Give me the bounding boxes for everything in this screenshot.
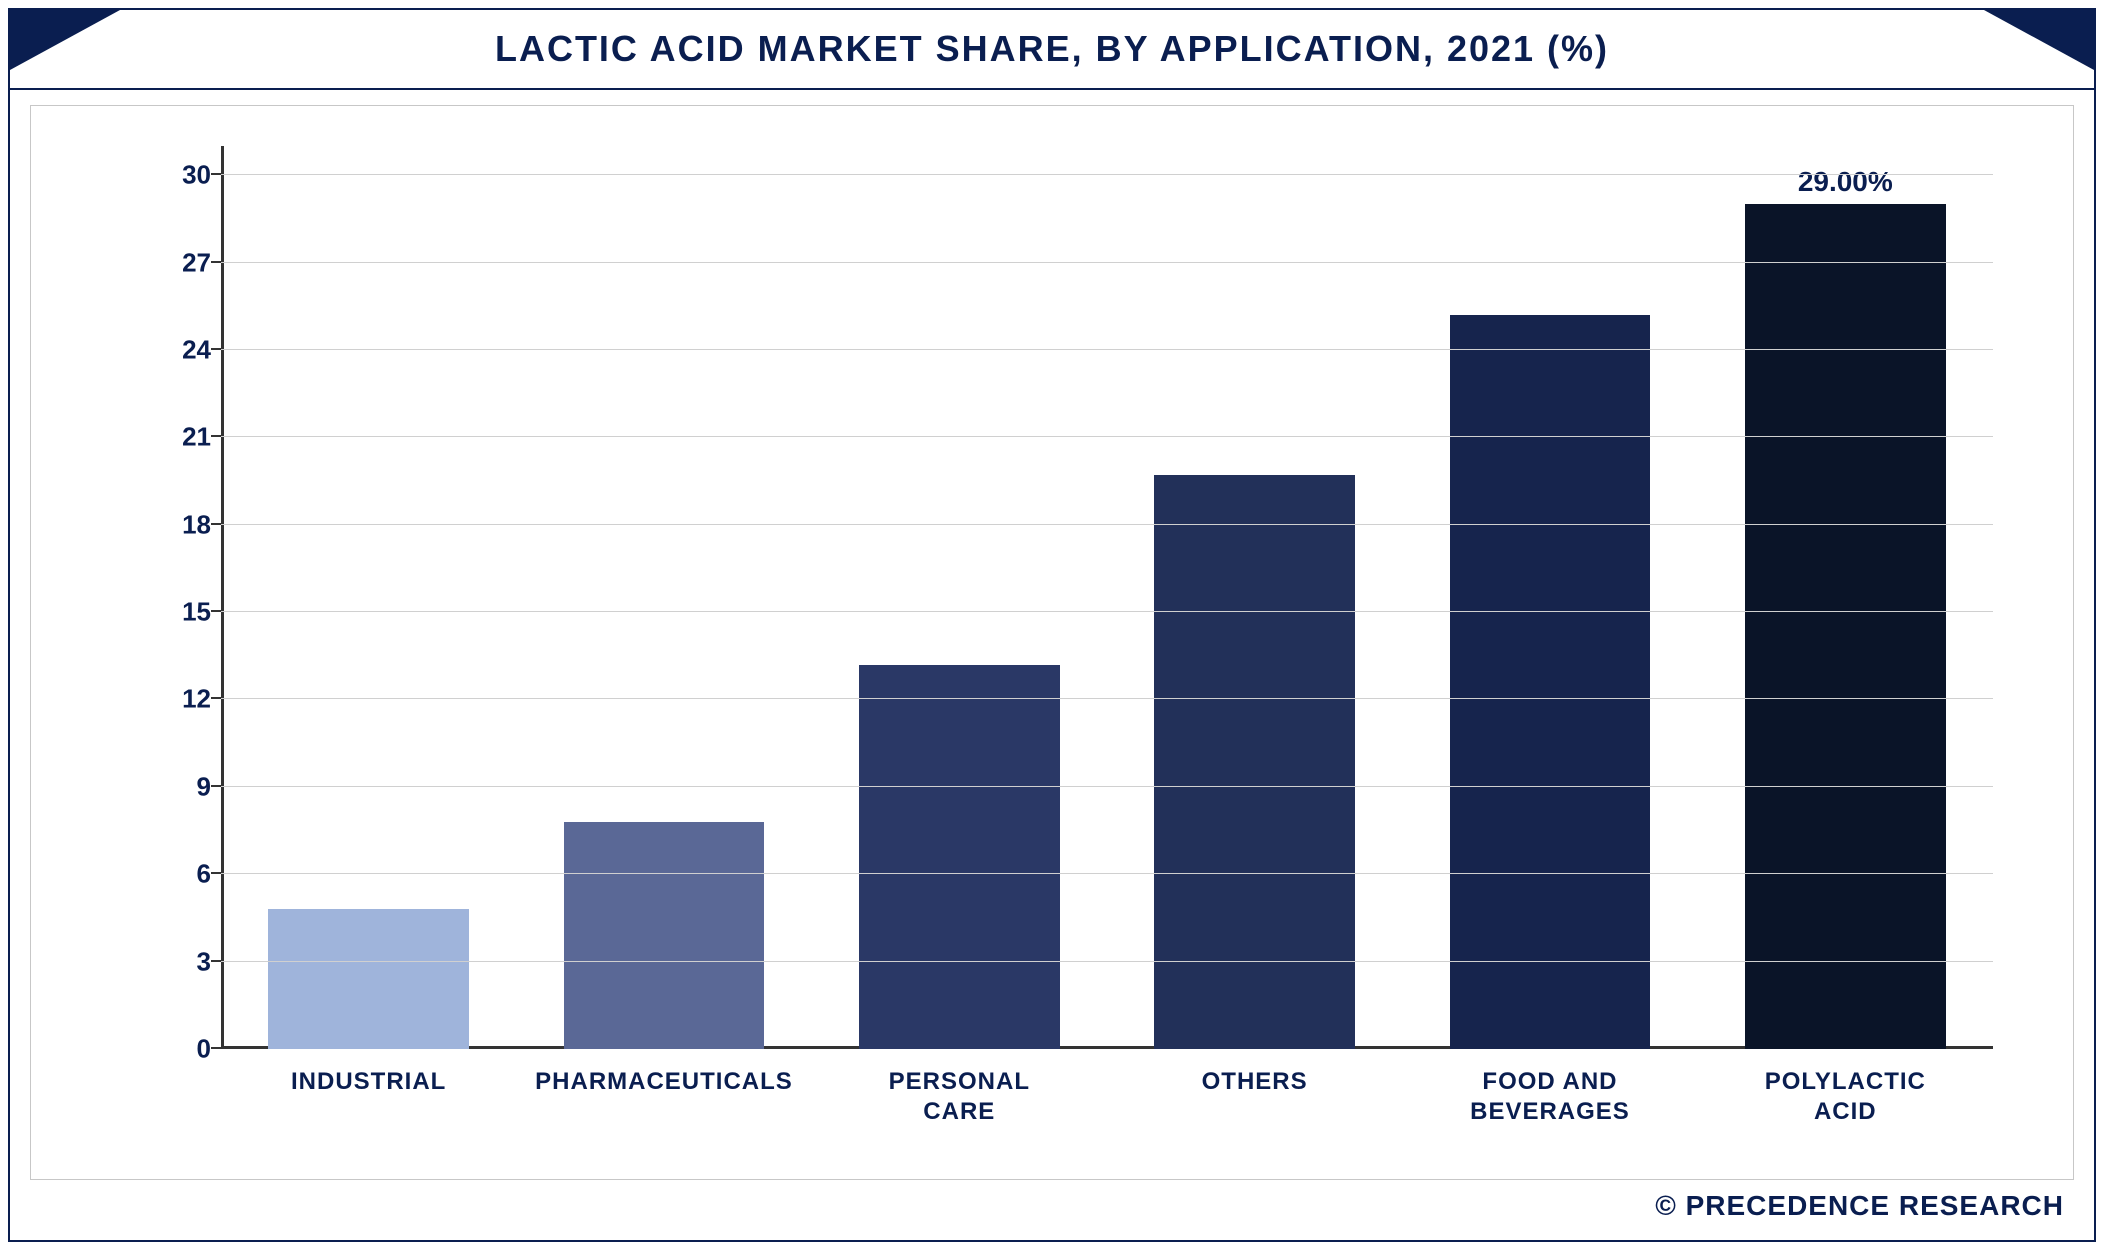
grid-line <box>221 786 1993 787</box>
grid-line <box>221 262 1993 263</box>
y-tick-label: 6 <box>161 859 211 890</box>
bar-slot: PHARMACEUTICALS <box>516 146 811 1049</box>
y-tick-mark <box>211 523 221 525</box>
y-tick-mark <box>211 435 221 437</box>
title-bar: LACTIC ACID MARKET SHARE, BY APPLICATION… <box>10 10 2094 90</box>
bar-slot: FOOD AND BEVERAGES <box>1402 146 1697 1049</box>
corner-triangle-right <box>1984 10 2094 70</box>
bar <box>1154 475 1355 1049</box>
grid-line <box>221 873 1993 874</box>
y-tick-label: 15 <box>161 597 211 628</box>
y-tick-mark <box>211 872 221 874</box>
grid-line <box>221 349 1993 350</box>
y-tick-label: 21 <box>161 422 211 453</box>
x-category-label: INDUSTRIAL <box>291 1067 446 1097</box>
x-category-label: PERSONAL CARE <box>889 1067 1030 1127</box>
x-category-label: FOOD AND BEVERAGES <box>1470 1067 1630 1127</box>
plot-region: INDUSTRIALPHARMACEUTICALSPERSONAL CAREOT… <box>221 146 1993 1049</box>
corner-triangle-left <box>10 10 120 70</box>
grid-line <box>221 436 1993 437</box>
grid-line <box>221 611 1993 612</box>
grid-line <box>221 698 1993 699</box>
y-tick-label: 18 <box>161 509 211 540</box>
y-tick-mark <box>211 785 221 787</box>
bar <box>859 665 1060 1050</box>
bar-slot: OTHERS <box>1107 146 1402 1049</box>
grid-line <box>221 524 1993 525</box>
grid-line <box>221 174 1993 175</box>
chart-frame: LACTIC ACID MARKET SHARE, BY APPLICATION… <box>8 8 2096 1242</box>
y-tick-mark <box>211 610 221 612</box>
y-tick-mark <box>211 697 221 699</box>
bar-slot: PERSONAL CARE <box>812 146 1107 1049</box>
y-tick-label: 3 <box>161 946 211 977</box>
y-tick-label: 24 <box>161 334 211 365</box>
y-tick-label: 27 <box>161 247 211 278</box>
y-tick-mark <box>211 173 221 175</box>
x-category-label: POLYLACTIC ACID <box>1765 1067 1926 1127</box>
y-tick-mark <box>211 960 221 962</box>
bar <box>564 822 765 1049</box>
x-category-label: OTHERS <box>1202 1067 1308 1097</box>
y-tick-label: 12 <box>161 684 211 715</box>
y-tick-label: 0 <box>161 1034 211 1065</box>
bar-slot: 29.00%POLYLACTIC ACID <box>1698 146 1993 1049</box>
bar <box>1450 315 1651 1049</box>
bar: 29.00% <box>1745 204 1946 1049</box>
footer-copyright: © PRECEDENCE RESEARCH <box>1655 1190 2064 1222</box>
bar-slot: INDUSTRIAL <box>221 146 516 1049</box>
y-tick-label: 9 <box>161 771 211 802</box>
bar-value-label: 29.00% <box>1798 166 1893 198</box>
bar <box>268 909 469 1049</box>
grid-line <box>221 961 1993 962</box>
chart-title: LACTIC ACID MARKET SHARE, BY APPLICATION… <box>495 28 1609 70</box>
y-tick-mark <box>211 1047 221 1049</box>
y-tick-mark <box>211 348 221 350</box>
x-category-label: PHARMACEUTICALS <box>535 1067 793 1097</box>
bars-container: INDUSTRIALPHARMACEUTICALSPERSONAL CAREOT… <box>221 146 1993 1049</box>
chart-area: INDUSTRIALPHARMACEUTICALSPERSONAL CAREOT… <box>30 105 2074 1180</box>
y-tick-mark <box>211 261 221 263</box>
y-tick-label: 30 <box>161 160 211 191</box>
